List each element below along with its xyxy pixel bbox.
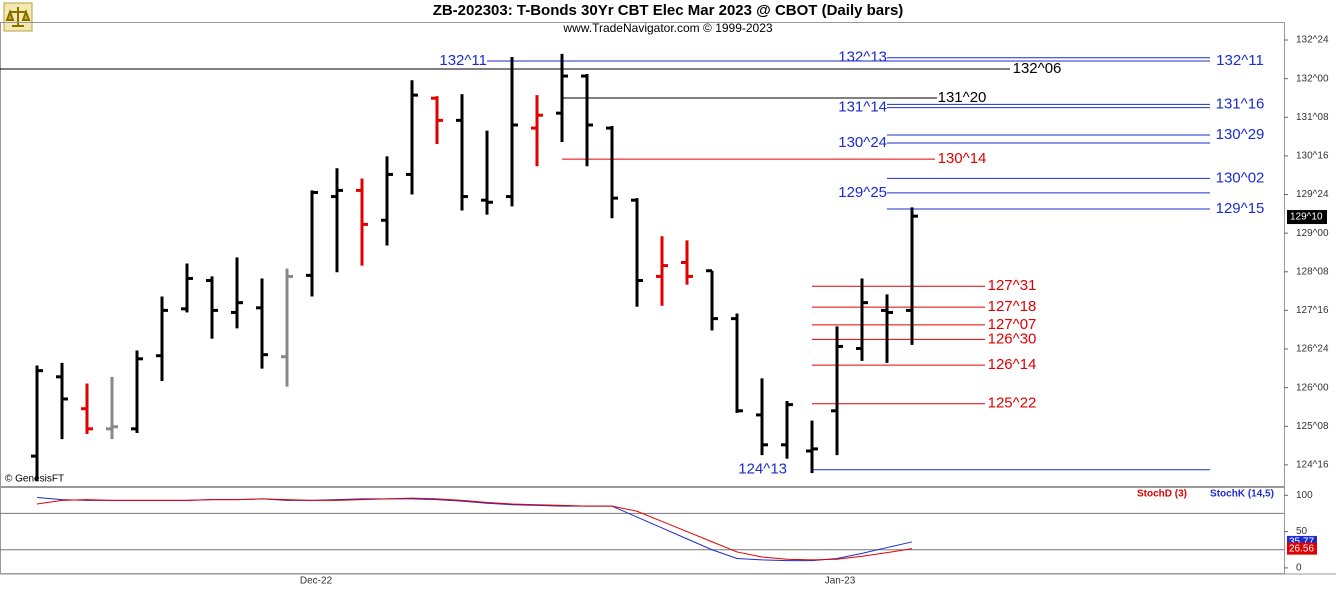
- y-tick-label: 127^16: [1296, 305, 1329, 316]
- logo: [3, 2, 33, 32]
- level-label: 126^30: [988, 330, 1037, 347]
- price-panel: [0, 22, 1285, 487]
- level-label: 131^20: [938, 89, 987, 106]
- level-label: 130^02: [1216, 169, 1265, 186]
- level-label: 129^15: [1216, 200, 1265, 217]
- y-tick-label: 100: [1296, 490, 1313, 501]
- level-label: 127^18: [988, 298, 1037, 315]
- value-tag-label: 35.77: [1289, 537, 1314, 548]
- y-tick-label: 0: [1296, 563, 1302, 574]
- x-tick-label: Dec-22: [300, 576, 333, 587]
- level-label: 131^14: [838, 99, 887, 116]
- y-tick-label: 132^24: [1296, 35, 1329, 46]
- legend-entry: StochD (3): [1137, 489, 1187, 500]
- legend-entry: StochK (14,5): [1210, 489, 1274, 500]
- level-label: 124^13: [738, 461, 787, 478]
- y-tick-label: 131^08: [1296, 112, 1329, 123]
- last-price-tag: [1287, 210, 1327, 225]
- chart-subtitle: www.TradeNavigator.com © 1999-2023: [562, 21, 772, 35]
- chart-title: ZB-202303: T-Bonds 30Yr CBT Elec Mar 202…: [433, 2, 904, 19]
- level-label: 132^11: [439, 52, 487, 69]
- y-tick-label: 126^24: [1296, 344, 1329, 355]
- level-label: 129^25: [838, 184, 887, 201]
- y-tick-label: 132^00: [1296, 73, 1329, 84]
- y-tick-label: 50: [1296, 526, 1308, 537]
- y-tick-label: 126^00: [1296, 382, 1329, 393]
- level-label: 125^22: [988, 395, 1037, 412]
- level-label: 132^06: [1013, 60, 1062, 77]
- y-tick-label: 128^08: [1296, 266, 1329, 277]
- credit: © GenesisFT: [5, 474, 64, 485]
- level-label: 131^16: [1216, 95, 1265, 112]
- y-tick-label: 129^00: [1296, 228, 1329, 239]
- y-tick-label: 129^24: [1296, 189, 1329, 200]
- value-tag: [1287, 542, 1317, 555]
- level-label: 130^24: [838, 134, 887, 151]
- y-tick-label: 125^08: [1296, 421, 1329, 432]
- level-label: 126^14: [988, 356, 1037, 373]
- y-tick-label: 130^16: [1296, 151, 1329, 162]
- level-label: 132^13: [838, 49, 887, 66]
- level-label: 127^07: [988, 316, 1037, 333]
- last-price-label: 129^10: [1290, 212, 1323, 223]
- y-tick-label: 124^16: [1296, 460, 1329, 471]
- value-tag-label: 26.56: [1289, 543, 1314, 554]
- x-tick-label: Jan-23: [825, 576, 856, 587]
- level-label: 127^31: [988, 277, 1037, 294]
- level-label: 132^11: [1216, 52, 1264, 69]
- level-label: 130^14: [938, 150, 987, 167]
- indicator-line: [36, 497, 913, 561]
- level-label: 130^29: [1216, 126, 1265, 143]
